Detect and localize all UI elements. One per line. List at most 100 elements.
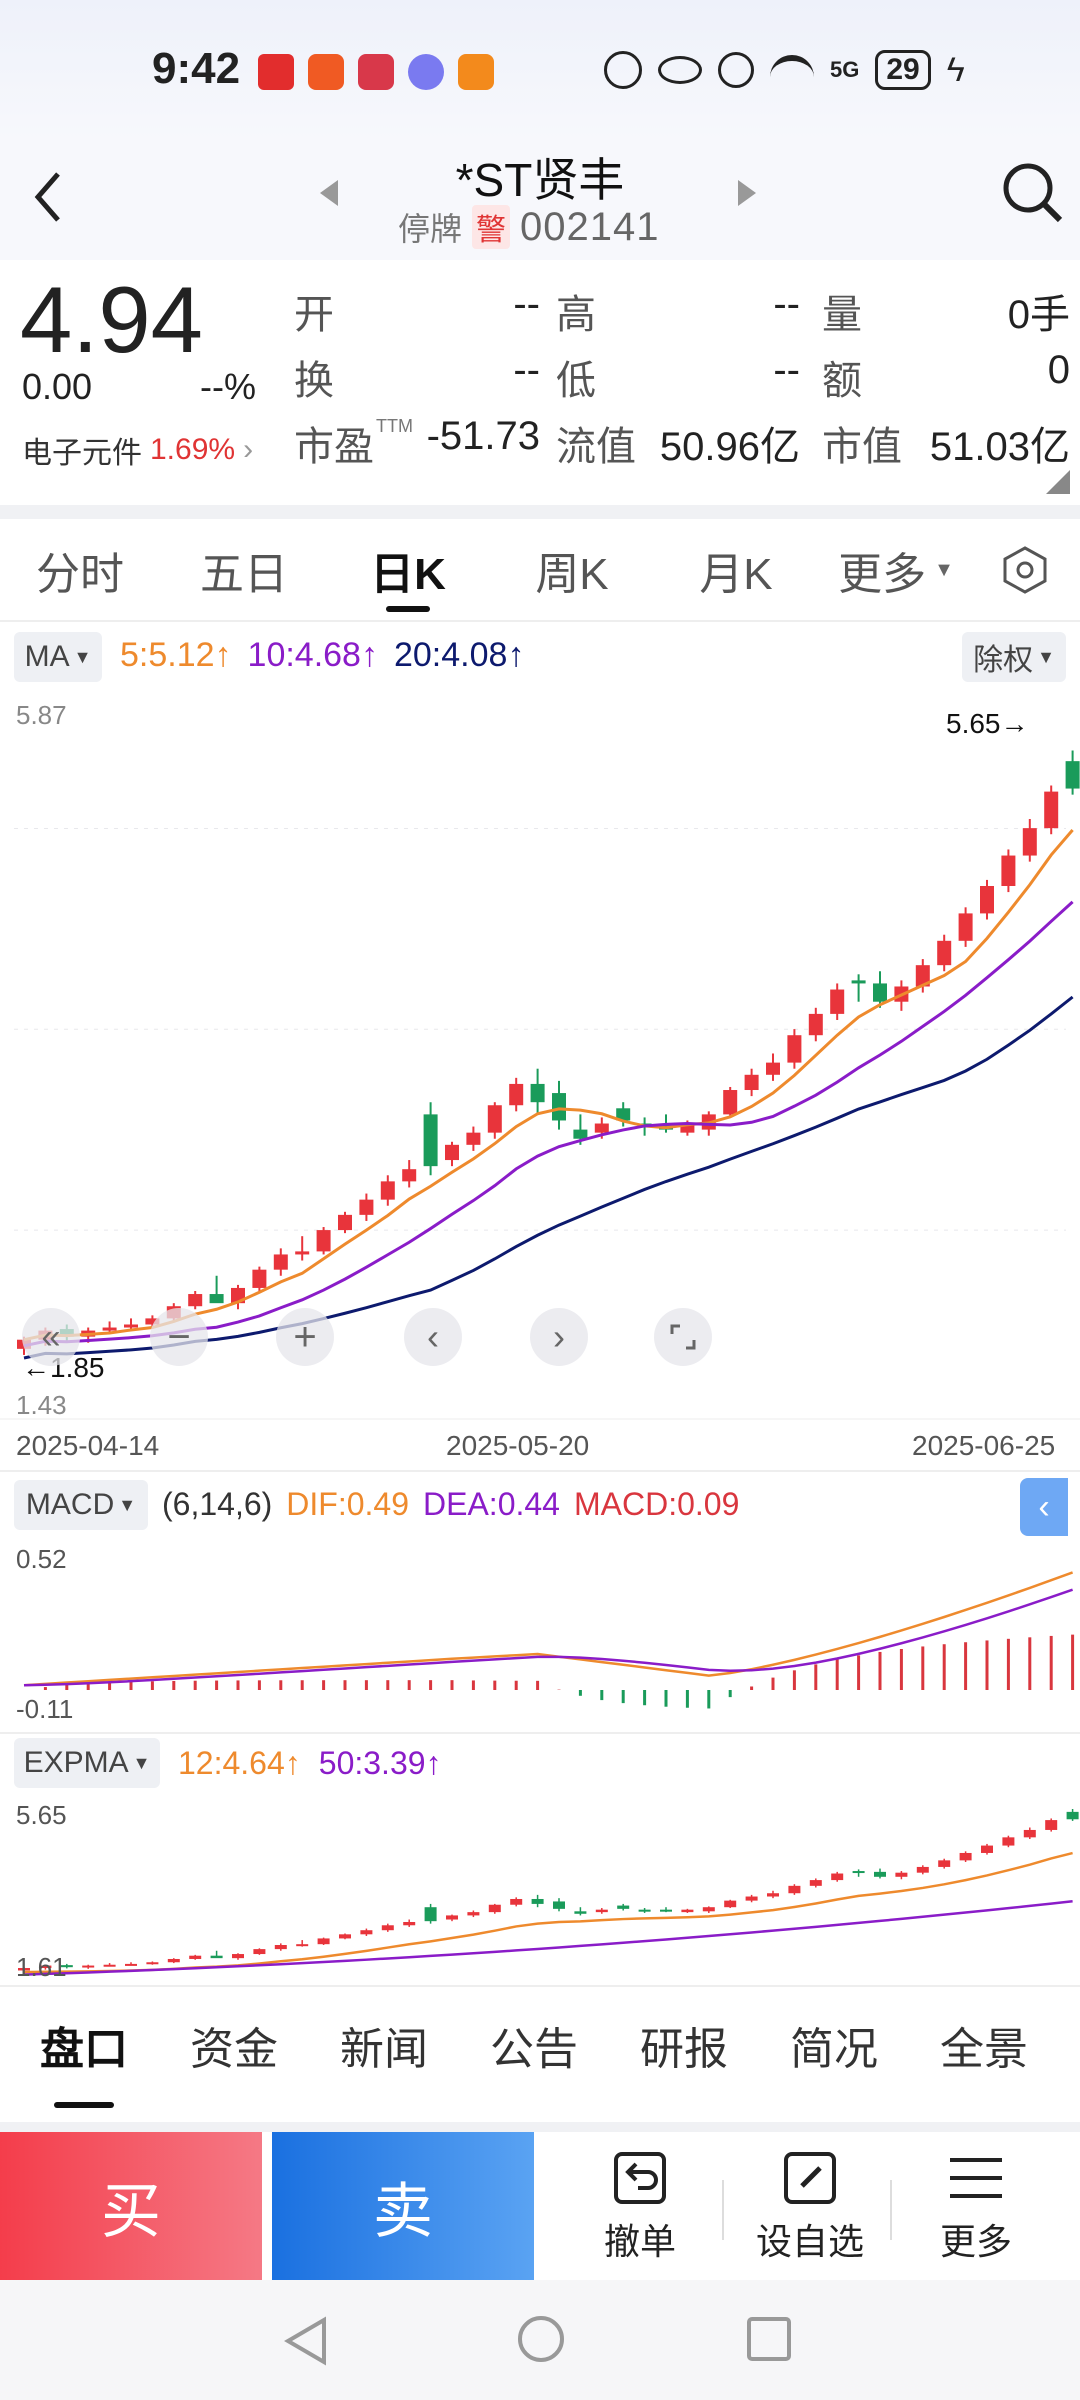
more-actions-button[interactable]: 更多 — [906, 2148, 1046, 2268]
adjust-selector[interactable]: 除权 ▼ — [962, 632, 1066, 682]
candle-body — [660, 1909, 672, 1912]
candle-body — [552, 1093, 566, 1121]
candle-body — [124, 1324, 138, 1328]
divider — [0, 1732, 1080, 1734]
candle-body — [467, 1912, 480, 1916]
candle-body — [360, 1930, 373, 1935]
expma50-line — [23, 1900, 1073, 1976]
candle-body — [402, 1169, 417, 1182]
divider — [0, 2122, 1080, 2132]
candle-body — [424, 1907, 437, 1922]
tab-label: 更多 — [838, 550, 927, 599]
expma-label: EXPMA — [23, 1746, 129, 1779]
candle-body — [617, 1905, 630, 1909]
ma20-value: 20:4.08↑ — [393, 636, 525, 674]
info-tab[interactable]: 公告 — [490, 2025, 578, 2074]
stat-value: 0手 — [1007, 293, 1070, 337]
cancel-order-button[interactable]: 撤单 — [570, 2148, 710, 2268]
tab-label: 五日 — [200, 550, 288, 599]
stat-value: -- — [513, 282, 540, 326]
candle-body — [1045, 1820, 1058, 1830]
candle-body — [380, 1181, 395, 1200]
tab-period[interactable]: 更多 ▼ — [816, 515, 976, 625]
divider — [0, 620, 1080, 622]
battery-icon: 29 — [875, 50, 931, 90]
buy-button[interactable]: 买 — [0, 2132, 262, 2280]
expma-top-label: 5.65 — [16, 1800, 67, 1830]
sector-link[interactable]: 电子元件 1.69% › — [22, 428, 253, 472]
nav-back-icon[interactable] — [282, 2316, 328, 2366]
current-price: 4.94 — [20, 267, 203, 372]
divider — [890, 2180, 892, 2240]
tab-period[interactable]: 月K — [656, 515, 816, 625]
tab-period[interactable]: 分时 — [0, 515, 160, 625]
next-stock-button[interactable] — [736, 178, 758, 213]
candle-body — [1023, 1829, 1036, 1838]
info-tab[interactable]: 资金 — [190, 2025, 278, 2074]
stat-label: 额 — [822, 359, 862, 403]
info-tab[interactable]: 研报 — [640, 2025, 728, 2074]
nav-recents-icon[interactable] — [746, 2316, 792, 2362]
candle-body — [317, 1938, 330, 1945]
pan-left-button[interactable]: ‹ — [404, 1308, 462, 1366]
macd-top-label: 0.52 — [16, 1544, 67, 1574]
expand-corner-icon[interactable] — [1046, 470, 1070, 494]
macd-selector[interactable]: MACD ▼ — [14, 1480, 148, 1530]
candle-body — [767, 1893, 779, 1897]
ma-selector[interactable]: MA ▼ — [14, 632, 102, 682]
kline-chart[interactable] — [0, 695, 1080, 1455]
candle-body — [232, 1954, 244, 1959]
tab-period[interactable]: 周K — [492, 515, 652, 625]
candle-body — [339, 1934, 351, 1939]
tab-label: 周K — [535, 550, 609, 599]
info-tab[interactable]: 简况 — [790, 2025, 878, 2074]
add-watchlist-label: 设自选 — [755, 2221, 864, 2262]
chart-settings-button[interactable] — [1000, 545, 1050, 600]
minus-icon: − — [167, 1314, 191, 1359]
ma5-line — [23, 828, 1074, 1342]
undo-icon — [614, 2152, 666, 2204]
quote-panel: 4.94 0.00 --% 电子元件 1.69% › 开 -- 高 -- 量 0手换 -- 低… — [0, 260, 1080, 505]
candle-body — [445, 1144, 459, 1161]
stat-label: 量 — [822, 293, 862, 337]
zoom-in-button[interactable]: + — [276, 1308, 334, 1366]
candle-body — [167, 1958, 180, 1963]
candle-body — [1002, 1837, 1015, 1846]
rewind-button[interactable]: « — [22, 1308, 80, 1366]
candle-body — [466, 1132, 481, 1145]
stat-label: 流值 — [556, 425, 636, 469]
stat-label: 低 — [556, 359, 596, 403]
notification-icons — [258, 54, 494, 90]
app-notification-icon — [358, 54, 394, 90]
nav-home-icon[interactable] — [516, 2314, 566, 2364]
back-button[interactable] — [20, 162, 80, 232]
expma-selector[interactable]: EXPMA ▼ — [14, 1738, 160, 1788]
add-watchlist-button[interactable]: 设自选 — [740, 2148, 880, 2268]
divider — [0, 505, 1080, 519]
rewind-icon: « — [41, 1317, 61, 1356]
candle-body — [488, 1904, 501, 1913]
fullscreen-button[interactable] — [654, 1308, 712, 1366]
more-actions-label: 更多 — [939, 2221, 1012, 2262]
expma12-line — [23, 1851, 1073, 1974]
expma-values: 12:4.64↑ 50:3.39↑ — [178, 1745, 442, 1782]
search-button[interactable] — [1000, 160, 1066, 231]
info-tab[interactable]: 新闻 — [340, 2025, 428, 2074]
pan-right-button[interactable]: › — [530, 1308, 588, 1366]
zoom-out-button[interactable]: − — [150, 1308, 208, 1366]
tab-period[interactable]: 五日 — [164, 515, 324, 625]
info-tab[interactable]: 盘口 — [40, 2025, 128, 2074]
info-tab[interactable]: 全景 — [940, 2025, 1028, 2074]
collapse-panel-button[interactable]: ‹ — [1020, 1478, 1068, 1536]
tab-period[interactable]: 日K — [328, 515, 488, 625]
candle-body — [189, 1955, 202, 1959]
cancel-order-label: 撤单 — [603, 2221, 676, 2262]
stock-subinfo: 停牌 警 002141 — [398, 204, 660, 250]
triangle-left-icon — [320, 180, 338, 206]
edit-icon — [784, 2152, 836, 2204]
sell-button[interactable]: 卖 — [272, 2132, 534, 2280]
prev-stock-button[interactable] — [318, 178, 340, 213]
candle-body — [338, 1214, 352, 1231]
candle-body — [981, 1845, 993, 1853]
stat-label: 换 — [294, 359, 334, 403]
